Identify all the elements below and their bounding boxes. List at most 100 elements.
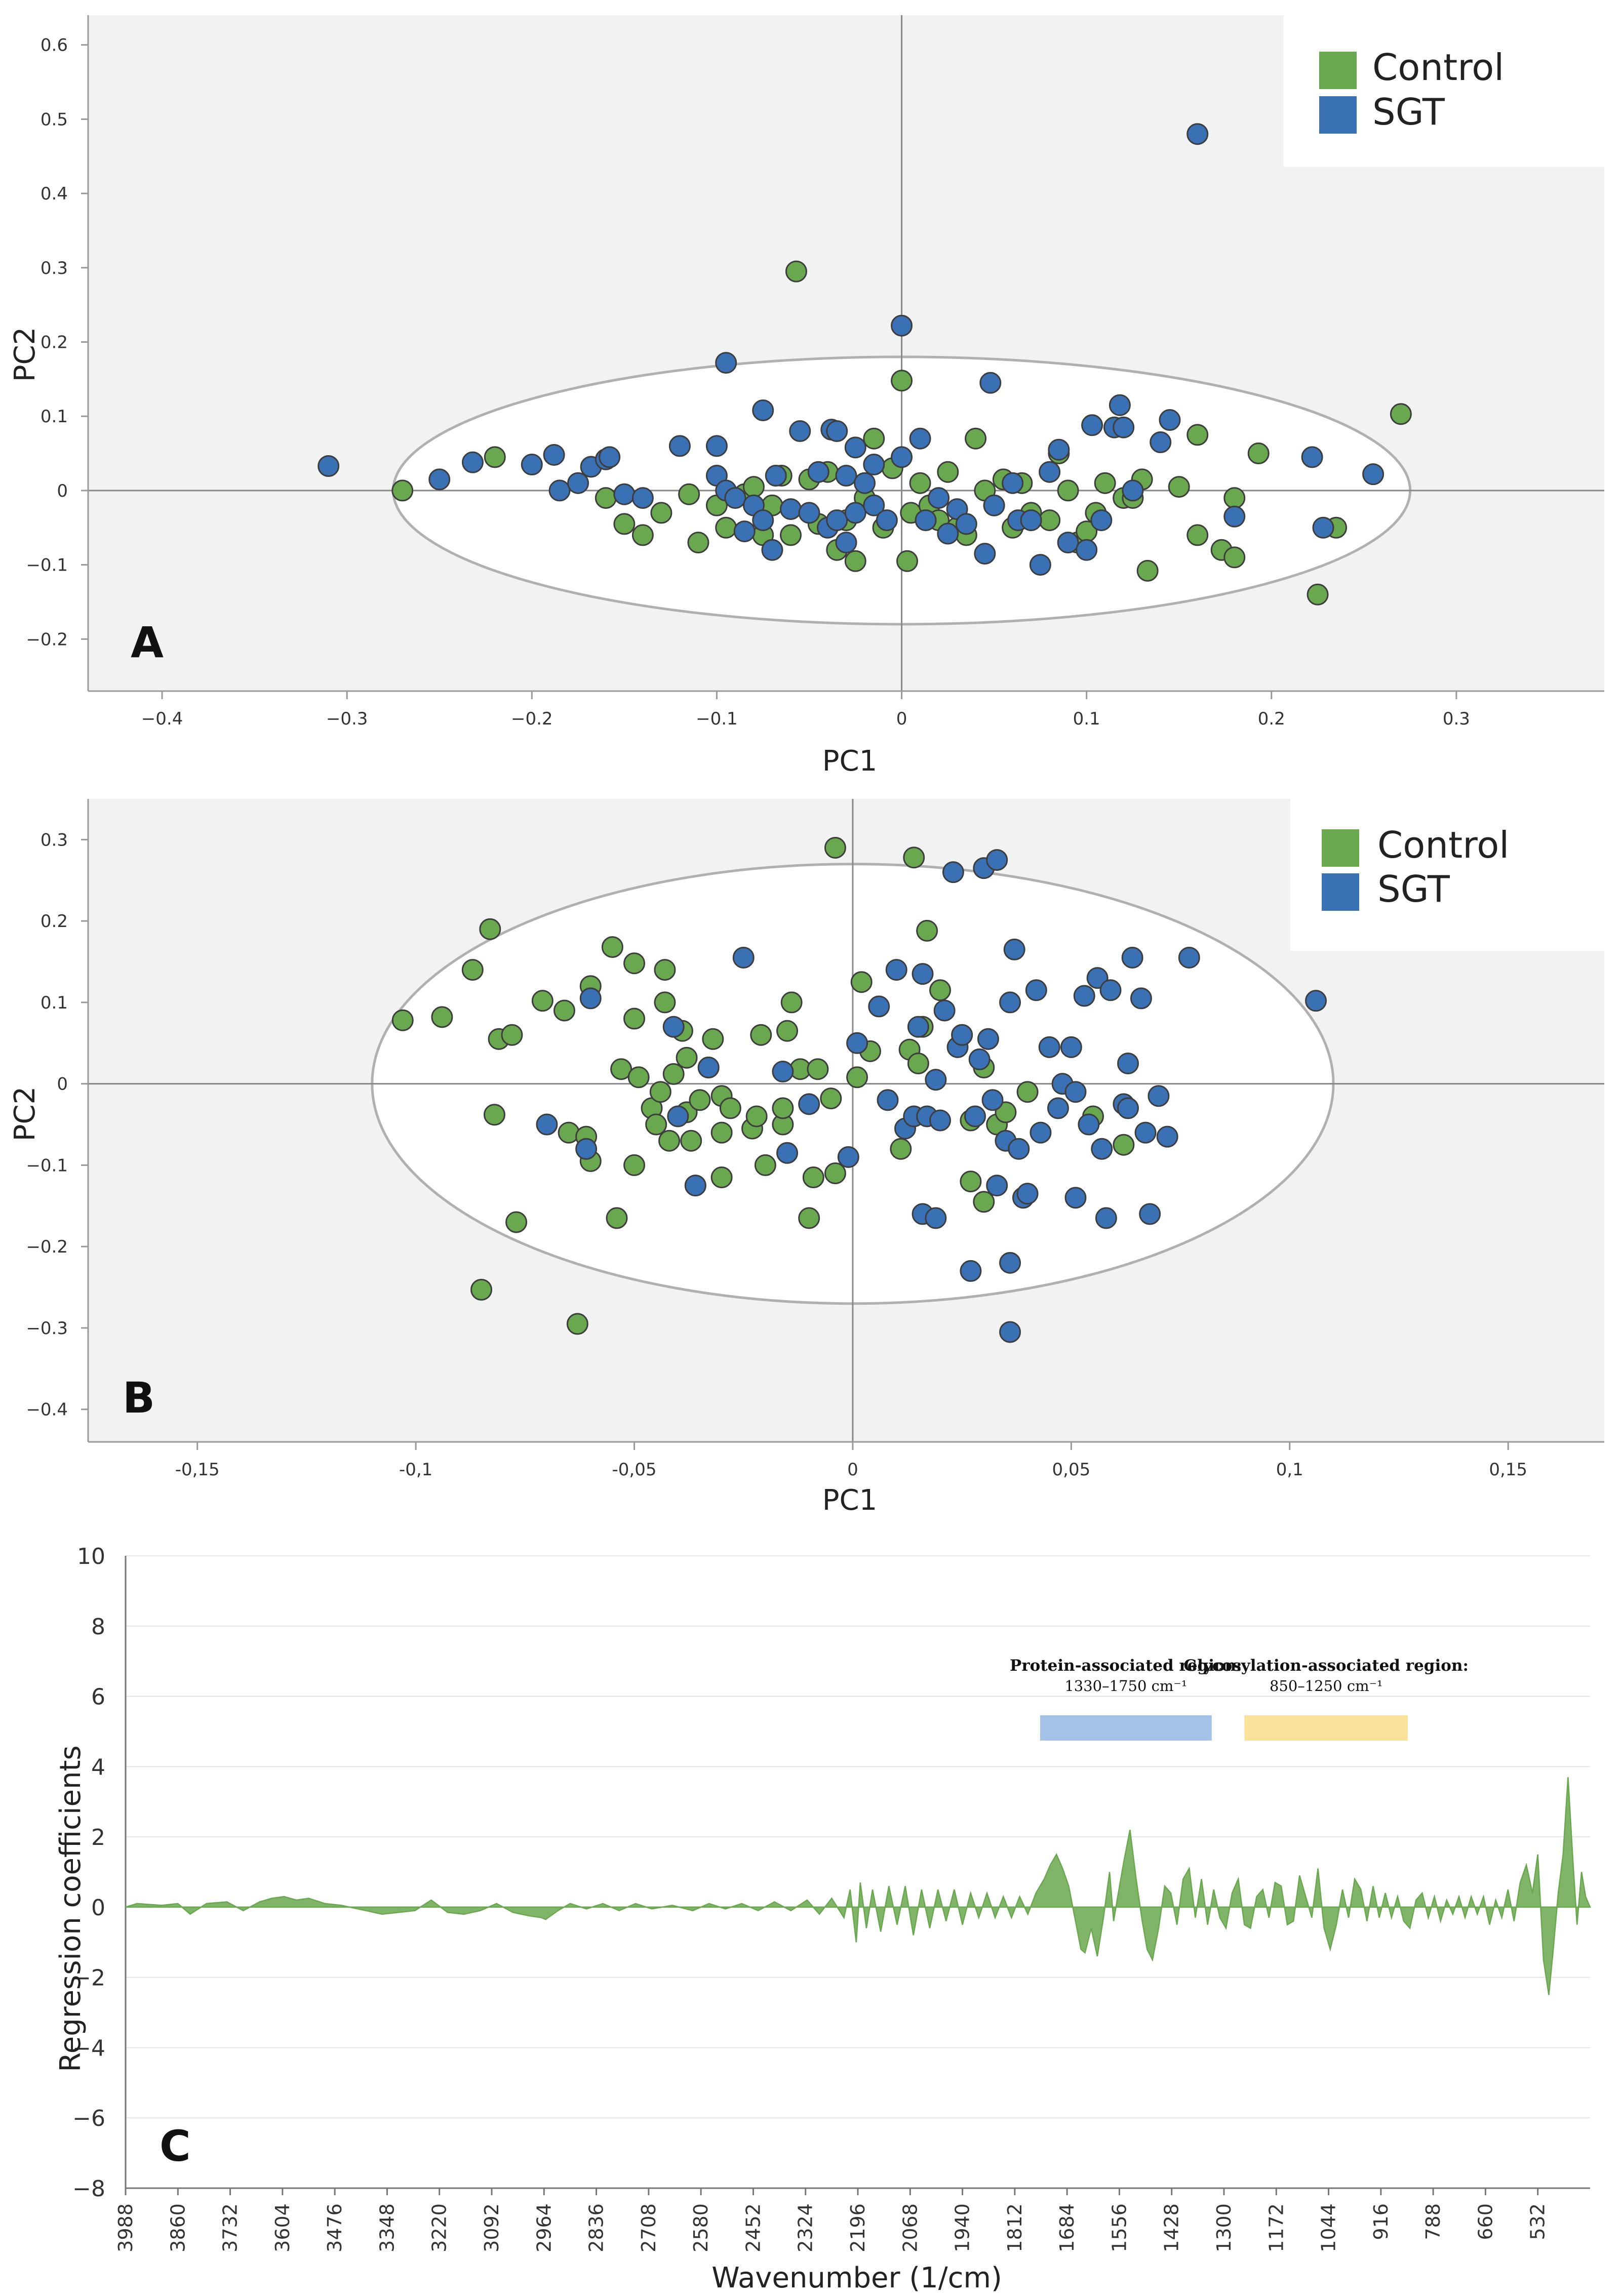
- point-control: [896, 550, 918, 572]
- point-sgt: [942, 861, 964, 883]
- panel-c: Protein-associated region: 1330–1750 cm⁻¹…: [54, 1544, 1591, 2294]
- x-tick-label: 3476: [324, 2203, 346, 2252]
- point-control: [802, 1166, 824, 1189]
- y-tick-label: −4: [72, 2035, 105, 2061]
- point-sgt: [876, 509, 898, 532]
- point-sgt: [536, 1113, 558, 1136]
- point-sgt: [979, 372, 1002, 394]
- point-control: [461, 959, 484, 981]
- y-tick-label: −8: [72, 2176, 105, 2202]
- y-tick-label: −0.1: [26, 555, 68, 576]
- point-sgt: [1178, 946, 1200, 969]
- point-control: [863, 427, 885, 450]
- x-tick-label: 2068: [899, 2203, 921, 2252]
- x-tick-label: 3860: [167, 2203, 189, 2252]
- point-sgt: [1030, 1121, 1052, 1144]
- point-control: [687, 532, 709, 554]
- point-sgt: [1048, 438, 1070, 461]
- protein-region-band: [1040, 1715, 1212, 1741]
- x-tick-label: 2708: [638, 2203, 660, 2252]
- point-sgt: [733, 520, 756, 543]
- point-sgt: [964, 1105, 986, 1127]
- point-sgt: [891, 314, 913, 337]
- point-sgt: [684, 1175, 706, 1197]
- point-control: [606, 1207, 628, 1229]
- point-sgt: [1130, 987, 1152, 1010]
- point-sgt: [579, 987, 602, 1010]
- y-tick-label: 0.4: [41, 184, 68, 204]
- x-tick-label: 1428: [1161, 2203, 1183, 2252]
- point-sgt: [974, 543, 996, 565]
- x-tick-label: 1300: [1213, 2203, 1235, 2252]
- point-control: [1039, 509, 1061, 532]
- point-control: [710, 1166, 733, 1189]
- point-sgt: [1016, 1183, 1039, 1205]
- point-control: [846, 1066, 868, 1089]
- y-tick-label: 0.2: [41, 332, 68, 352]
- y-tick-label: −6: [72, 2106, 105, 2131]
- y-tick-label: −0.2: [26, 629, 68, 650]
- x-tick-label: 532: [1527, 2203, 1549, 2240]
- point-sgt: [548, 479, 571, 502]
- point-sgt: [668, 435, 691, 457]
- point-sgt: [891, 446, 913, 468]
- x-tick-label: 0.3: [1443, 709, 1470, 729]
- point-control: [645, 1113, 667, 1136]
- point-sgt: [1301, 446, 1323, 468]
- point-control: [890, 1138, 912, 1160]
- point-control: [715, 516, 737, 539]
- x-tick-label: −0.2: [511, 709, 553, 729]
- point-sgt: [999, 991, 1021, 1014]
- point-sgt: [1113, 416, 1135, 438]
- y-tick-label: 4: [91, 1754, 105, 1780]
- point-sgt: [1003, 938, 1025, 960]
- y-tick-label: −0.2: [26, 1237, 68, 1257]
- point-control: [505, 1211, 528, 1233]
- point-control: [780, 991, 803, 1014]
- point-control: [1094, 472, 1116, 494]
- point-control: [391, 1009, 414, 1031]
- x-tick-label: 916: [1370, 2203, 1392, 2240]
- point-sgt: [907, 1016, 929, 1038]
- point-sgt: [968, 1048, 991, 1070]
- point-sgt: [863, 494, 885, 516]
- point-sgt: [1091, 1138, 1113, 1160]
- point-sgt: [854, 472, 876, 494]
- point-sgt: [1159, 409, 1181, 431]
- x-tick-label: 2452: [742, 2203, 764, 2252]
- point-sgt: [697, 1057, 720, 1079]
- point-sgt: [955, 513, 977, 535]
- point-sgt: [837, 1146, 859, 1168]
- x-tick-label: -0,1: [399, 1460, 432, 1480]
- point-sgt: [1223, 505, 1246, 528]
- x-tick-label: 2580: [690, 2203, 712, 2252]
- point-sgt: [1076, 539, 1098, 561]
- point-sgt: [1186, 123, 1209, 145]
- point-sgt: [981, 1089, 1004, 1111]
- point-sgt: [986, 849, 1008, 871]
- point-control: [779, 524, 802, 546]
- point-control: [891, 370, 913, 392]
- y-tick-label: −2: [72, 1965, 105, 1991]
- point-control: [754, 1154, 776, 1176]
- point-control: [1057, 479, 1079, 502]
- point-sgt: [1150, 431, 1172, 454]
- point-sgt: [999, 1252, 1021, 1274]
- x-tick-label: 3348: [376, 2203, 398, 2252]
- point-sgt: [1073, 985, 1095, 1007]
- point-sgt: [846, 1032, 868, 1054]
- point-control: [662, 1063, 685, 1085]
- x-tick-label: 3220: [428, 2203, 451, 2252]
- point-control: [719, 1097, 741, 1119]
- point-sgt: [798, 502, 820, 524]
- point-control: [610, 1058, 632, 1080]
- region-range: 1330–1750 cm⁻¹: [1064, 1677, 1187, 1695]
- y-tick-label: 0: [57, 481, 68, 501]
- panel-b-legend: Control SGT: [1322, 824, 1509, 911]
- point-sgt: [933, 999, 956, 1022]
- point-sgt: [937, 522, 959, 545]
- y-tick-label: 0: [91, 1895, 105, 1921]
- y-tick-label: 2: [91, 1825, 105, 1850]
- x-tick-label: 0,1: [1276, 1460, 1303, 1480]
- point-sgt: [1038, 1036, 1060, 1058]
